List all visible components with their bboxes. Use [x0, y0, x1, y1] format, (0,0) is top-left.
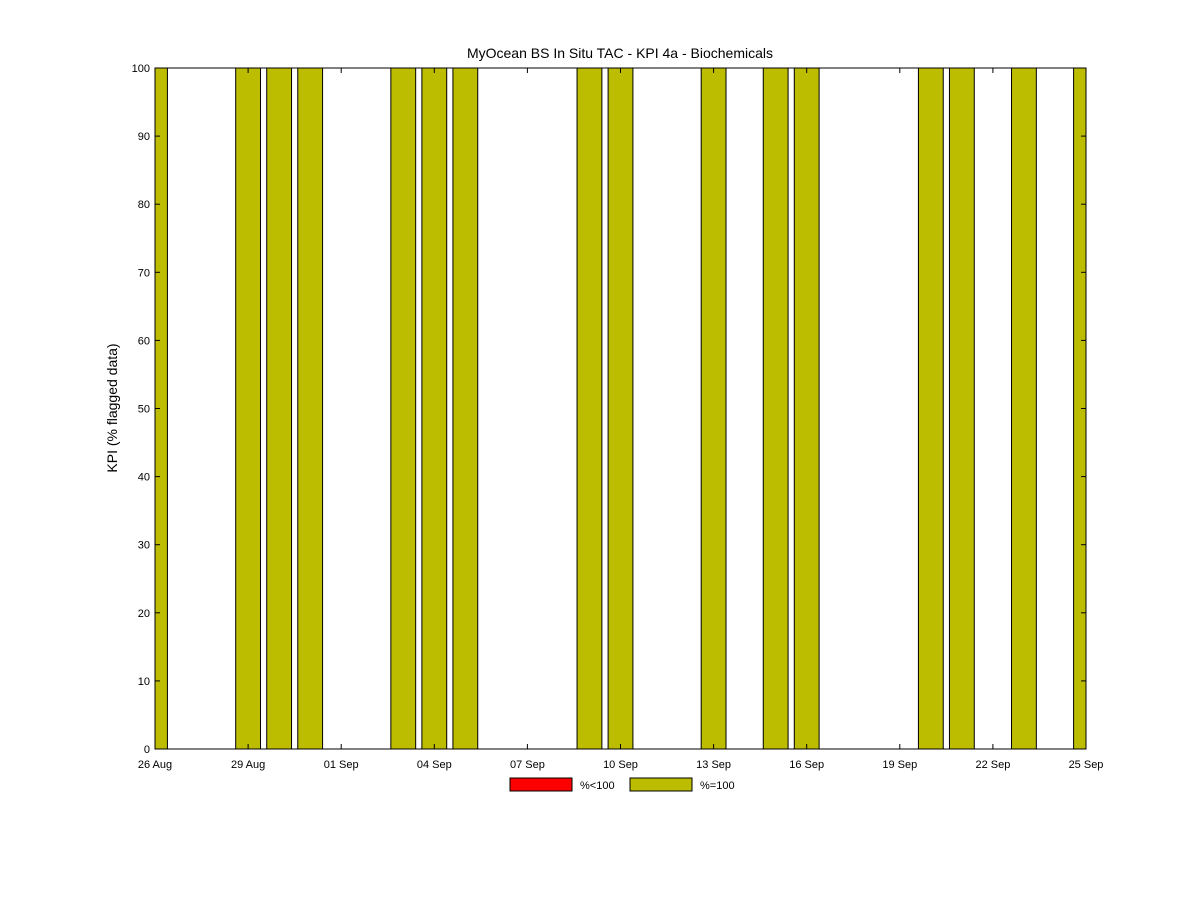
x-tick-label: 16 Sep: [789, 759, 824, 771]
x-tick-label: 07 Sep: [510, 759, 545, 771]
y-axis: 0 10 20 30 40 50 60 70 80 90 100: [132, 63, 1086, 756]
y-tick-label: 40: [138, 472, 150, 484]
bar: [762, 67, 789, 750]
y-tick-label: 0: [144, 744, 150, 756]
x-axis: 26 Aug 29 Aug 01 Sep 04 Sep 07 Sep 10 Sep 13 S…: [138, 68, 1104, 771]
y-tick-label: 60: [138, 335, 150, 347]
x-tick-label: 22 Sep: [975, 759, 1010, 771]
bar: [390, 67, 417, 750]
bar: [235, 67, 262, 750]
legend-label: %=100: [700, 780, 735, 792]
y-tick-label: 30: [138, 540, 150, 552]
bar: [700, 67, 727, 750]
y-tick-label: 90: [138, 131, 150, 143]
y-axis-label: KPI (% flagged data): [104, 343, 120, 472]
x-tick-label: 10 Sep: [603, 759, 638, 771]
bars-layer: [154, 67, 1087, 750]
legend-swatch: [629, 777, 693, 792]
bar: [266, 67, 293, 750]
x-tick-label: 29 Aug: [231, 759, 265, 771]
bar: [1011, 67, 1037, 750]
legend: %<100 %=100: [509, 777, 735, 792]
bar: [452, 67, 479, 750]
legend-label: %<100: [580, 780, 615, 792]
x-tick-label: 01 Sep: [324, 759, 359, 771]
x-tick-label: 04 Sep: [417, 759, 452, 771]
x-tick-label: 25 Sep: [1069, 759, 1104, 771]
y-tick-label: 80: [138, 199, 150, 211]
x-tick-label: 13 Sep: [696, 759, 731, 771]
bar: [421, 67, 448, 750]
legend-swatch: [509, 777, 573, 792]
y-tick-label: 50: [138, 404, 150, 416]
y-tick-label: 100: [132, 63, 150, 75]
bar: [793, 67, 820, 750]
y-tick-label: 10: [138, 676, 150, 688]
chart-title: MyOcean BS In Situ TAC - KPI 4a - Bioche…: [467, 45, 773, 61]
bar: [297, 67, 324, 750]
bar: [917, 67, 944, 750]
bar: [576, 67, 603, 750]
y-tick-label: 20: [138, 608, 150, 620]
bar: [607, 67, 634, 750]
y-tick-label: 70: [138, 267, 150, 279]
bar: [948, 67, 975, 750]
x-tick-label: 19 Sep: [882, 759, 917, 771]
x-tick-label: 26 Aug: [138, 759, 172, 771]
